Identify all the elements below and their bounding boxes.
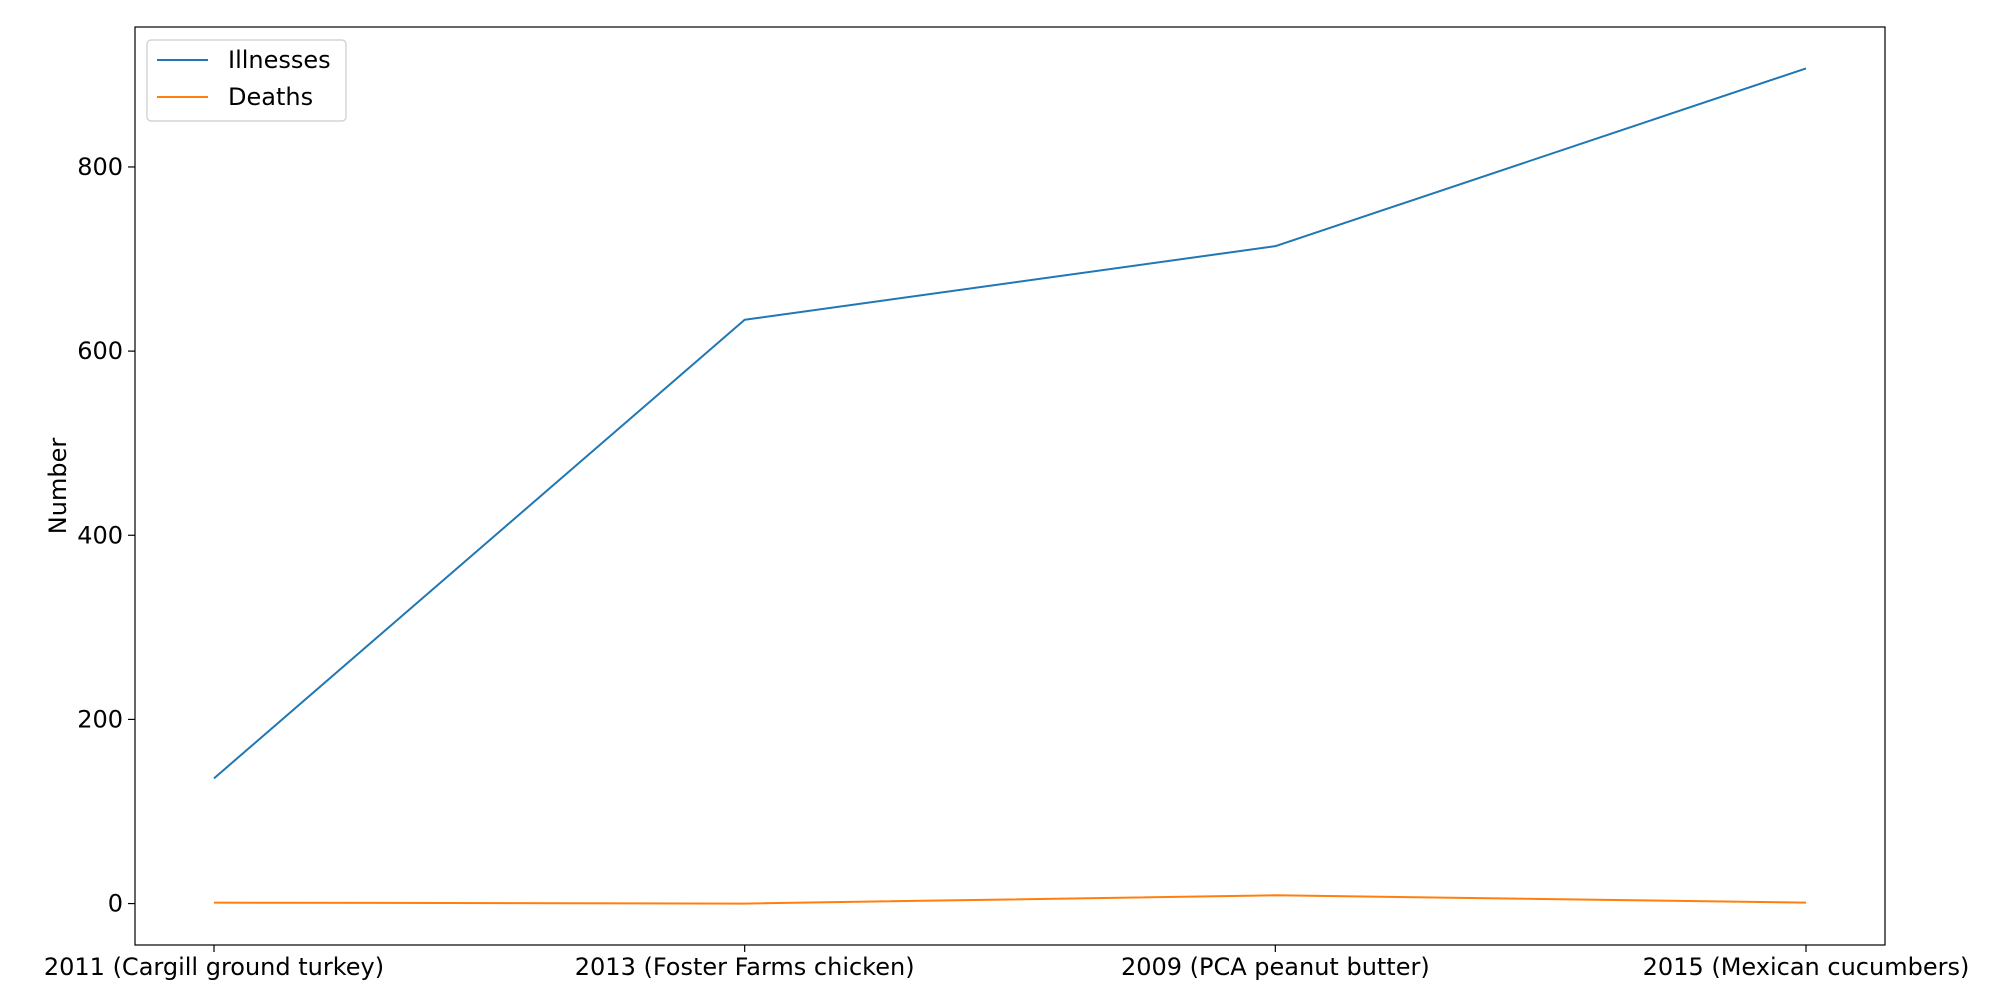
y-tick-label: 0 — [108, 890, 123, 918]
y-tick-label: 400 — [77, 521, 123, 549]
series-layer — [213, 67, 1807, 905]
series-line-deaths — [213, 894, 1807, 905]
y-tick-label: 800 — [77, 153, 123, 181]
y-tick-label: 200 — [77, 705, 123, 733]
y-tick-label: 600 — [77, 337, 123, 365]
legend-label-illnesses: Illnesses — [228, 46, 331, 74]
x-tick-label: 2009 (PCA peanut butter) — [1121, 953, 1430, 981]
y-axis-label: Number — [44, 438, 72, 535]
legend: Illnesses Deaths — [146, 39, 347, 122]
plot-area — [134, 26, 1886, 946]
series-line-illnesses — [213, 67, 1807, 780]
legend-label-deaths: Deaths — [228, 83, 313, 111]
y-axis: 0 200 400 600 800 — [77, 153, 135, 918]
x-tick-label: 2013 (Foster Farms chicken) — [575, 953, 915, 981]
x-axis: 2011 (Cargill ground turkey) 2013 (Foster… — [44, 945, 1969, 981]
x-tick-label: 2011 (Cargill ground turkey) — [44, 953, 384, 981]
x-tick-label: 2015 (Mexican cucumbers) — [1643, 953, 1970, 981]
